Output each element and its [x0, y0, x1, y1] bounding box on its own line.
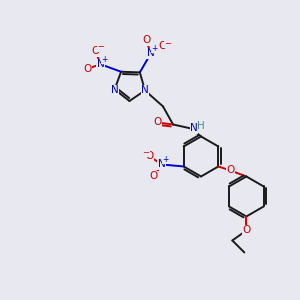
- Text: N: N: [97, 59, 104, 69]
- Text: N: N: [111, 85, 119, 95]
- Text: −: −: [142, 148, 149, 157]
- Text: +: +: [152, 44, 158, 53]
- Text: O: O: [150, 172, 158, 182]
- Text: O: O: [146, 152, 154, 161]
- Text: O: O: [159, 41, 167, 51]
- Text: H: H: [197, 122, 205, 131]
- Text: N: N: [158, 160, 166, 170]
- Text: +: +: [101, 55, 108, 64]
- Text: N: N: [190, 124, 198, 134]
- Text: O: O: [242, 226, 250, 236]
- Text: N: N: [141, 85, 149, 95]
- Text: −: −: [97, 43, 104, 52]
- Text: O: O: [226, 166, 235, 176]
- Text: +: +: [163, 155, 169, 164]
- Text: −: −: [164, 39, 172, 48]
- Text: O: O: [153, 118, 161, 128]
- Text: O: O: [142, 35, 150, 45]
- Text: O: O: [83, 64, 91, 74]
- Text: O: O: [92, 46, 100, 56]
- Text: N: N: [147, 48, 155, 58]
